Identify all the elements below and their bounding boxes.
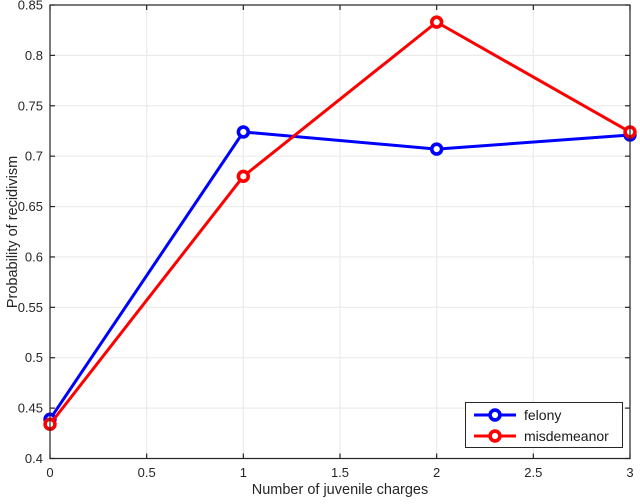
y-tick-label: 0.5	[25, 350, 43, 365]
felony-line	[48, 130, 631, 421]
y-tick-label: 0.8	[25, 48, 43, 63]
legend-label-misdemeanor: misdemeanor	[524, 427, 609, 444]
misdemeanor-line	[48, 20, 631, 426]
y-tick-label: 0.4	[25, 451, 43, 466]
y-tick-label: 0.85	[18, 0, 43, 13]
x-tick-label: 2	[433, 465, 440, 480]
felony-marker	[429, 142, 444, 156]
x-tick-label: 1	[240, 465, 247, 480]
x-tick-label: 0	[46, 465, 53, 480]
misdemeanor-marker	[429, 15, 444, 29]
legend-label-felony: felony	[524, 406, 562, 423]
felony-marker	[236, 125, 251, 139]
felony-line-marker-icon	[474, 407, 516, 422]
y-tick-label: 0.45	[18, 401, 43, 416]
misdemeanor-line-marker-icon	[474, 428, 516, 443]
y-tick-label: 0.6	[25, 249, 43, 264]
x-axis-label: Number of juvenile charges	[251, 482, 429, 498]
y-tick-label: 0.7	[25, 149, 43, 164]
y-axis-label: Probability of recidivism	[5, 155, 21, 309]
legend-entry-felony: felony	[466, 405, 622, 424]
x-tick-label: 0.5	[138, 465, 156, 480]
x-tick-label: 2.5	[524, 465, 542, 480]
y-tick-label: 0.55	[18, 300, 43, 315]
x-tick-label: 3	[626, 465, 633, 480]
legend: felony misdemeanor	[465, 402, 623, 448]
x-tick-label: 1.5	[331, 465, 349, 480]
y-tick-label: 0.65	[18, 199, 43, 214]
legend-entry-misdemeanor: misdemeanor	[466, 426, 622, 445]
y-tick-label: 0.75	[18, 98, 43, 113]
misdemeanor-marker	[236, 169, 251, 184]
